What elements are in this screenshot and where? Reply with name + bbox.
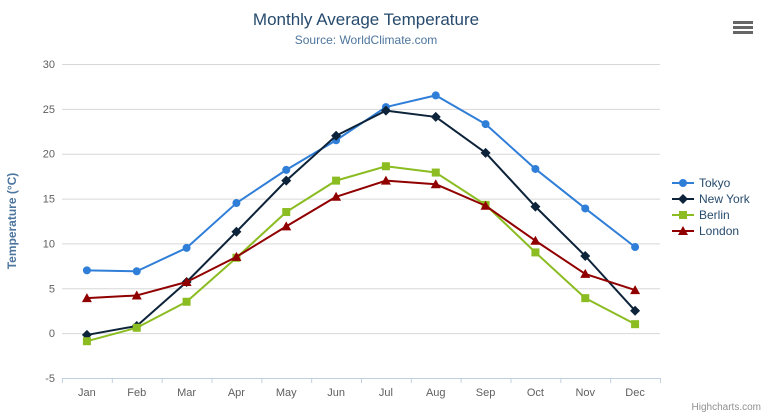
data-point-berlin[interactable]	[581, 294, 590, 303]
data-point-berlin[interactable]	[381, 162, 390, 171]
chart-title: Monthly Average Temperature	[252, 10, 480, 29]
data-point-london[interactable]	[580, 268, 591, 278]
data-point-berlin[interactable]	[531, 248, 540, 257]
x-tick-label: Apr	[228, 387, 245, 399]
data-point-tokyo[interactable]	[481, 120, 490, 129]
data-point-new-york[interactable]	[530, 201, 541, 212]
data-point-berlin[interactable]	[82, 337, 91, 346]
data-point-berlin[interactable]	[132, 323, 141, 332]
y-tick-label: -5	[45, 373, 55, 385]
data-point-new-york[interactable]	[480, 147, 491, 158]
data-point-london[interactable]	[281, 221, 292, 231]
legend-marker-tokyo	[672, 179, 694, 187]
data-point-tokyo[interactable]	[82, 266, 91, 275]
legend-marker-shape-berlin	[679, 211, 687, 219]
x-tick-label: Jan	[78, 387, 96, 399]
y-tick-label: 0	[49, 328, 55, 340]
data-point-london[interactable]	[380, 175, 391, 185]
data-point-new-york[interactable]	[430, 111, 441, 122]
data-point-berlin[interactable]	[282, 208, 291, 217]
legend-item-new-york[interactable]: New York	[672, 191, 750, 207]
data-point-berlin[interactable]	[431, 168, 440, 177]
data-point-tokyo[interactable]	[182, 243, 191, 252]
legend-item-london[interactable]: London	[672, 223, 750, 239]
legend-marker-new-york	[672, 194, 694, 204]
x-tick-label: Feb	[127, 387, 146, 399]
series-line-new-york[interactable]	[85, 109, 637, 336]
data-point-tokyo[interactable]	[431, 91, 440, 100]
data-point-london[interactable]	[480, 200, 491, 210]
credits-link[interactable]: Highcharts.com	[691, 402, 761, 413]
data-point-tokyo[interactable]	[581, 204, 590, 213]
legend-marker-london	[672, 226, 694, 235]
data-point-new-york[interactable]	[281, 175, 292, 186]
y-tick-label: 25	[43, 104, 55, 116]
x-tick-label: Mar	[177, 387, 196, 399]
legend-label-new-york: New York	[699, 192, 750, 206]
data-point-london[interactable]	[81, 293, 92, 303]
legend-marker-berlin	[672, 211, 694, 219]
data-point-new-york[interactable]	[331, 130, 342, 141]
series-line-berlin[interactable]	[85, 165, 637, 343]
x-tick-label: Aug	[426, 387, 446, 399]
x-tick-label: Oct	[527, 387, 544, 399]
legend-label-london: London	[699, 224, 740, 238]
data-point-new-york[interactable]	[231, 226, 242, 237]
legend-marker-shape-new-york	[678, 194, 688, 204]
data-point-tokyo[interactable]	[531, 164, 540, 173]
data-point-tokyo[interactable]	[631, 243, 640, 252]
data-point-london[interactable]	[430, 179, 441, 189]
y-tick-label: 10	[43, 238, 55, 250]
legend-marker-shape-tokyo	[679, 179, 687, 187]
data-point-london[interactable]	[231, 251, 242, 261]
data-point-tokyo[interactable]	[232, 199, 241, 208]
hamburger-icon[interactable]	[731, 19, 755, 39]
legend-item-tokyo[interactable]: Tokyo	[672, 175, 750, 191]
y-tick-label: 30	[43, 59, 55, 71]
legend-item-berlin[interactable]: Berlin	[672, 207, 750, 223]
data-point-london[interactable]	[131, 290, 142, 300]
data-point-london[interactable]	[530, 235, 541, 245]
legend-label-tokyo: Tokyo	[699, 176, 731, 190]
series-line-tokyo[interactable]	[85, 94, 637, 273]
x-tick-label: Dec	[625, 387, 645, 399]
data-point-london[interactable]	[331, 191, 342, 201]
data-point-london[interactable]	[181, 277, 192, 287]
legend-label-berlin: Berlin	[699, 208, 730, 222]
series-line-london[interactable]	[85, 179, 637, 300]
y-axis-title: Temperature (°C)	[5, 173, 19, 270]
x-tick-label: Sep	[476, 387, 496, 399]
data-point-tokyo[interactable]	[282, 165, 291, 174]
legend-marker-shape-london	[678, 226, 688, 235]
data-point-berlin[interactable]	[182, 297, 191, 306]
x-tick-label: Nov	[575, 387, 595, 399]
hamburger-bar	[733, 26, 753, 29]
chart-subtitle: Source: WorldClimate.com	[294, 33, 438, 47]
data-point-berlin[interactable]	[332, 176, 341, 185]
data-point-london[interactable]	[630, 285, 641, 295]
data-point-new-york[interactable]	[630, 305, 641, 316]
y-tick-label: 15	[43, 194, 55, 206]
data-point-berlin[interactable]	[631, 320, 640, 329]
hamburger-bar	[733, 21, 753, 24]
data-point-new-york[interactable]	[380, 105, 391, 116]
data-point-tokyo[interactable]	[132, 267, 141, 276]
x-tick-label: Jul	[379, 387, 393, 399]
y-tick-label: 5	[49, 283, 55, 295]
data-point-new-york[interactable]	[580, 250, 591, 261]
legend: Tokyo New York Berlin London	[672, 175, 750, 239]
x-tick-label: Jun	[327, 387, 345, 399]
y-tick-label: 20	[43, 149, 55, 161]
hamburger-bar	[733, 31, 753, 34]
x-tick-label: May	[276, 387, 297, 399]
